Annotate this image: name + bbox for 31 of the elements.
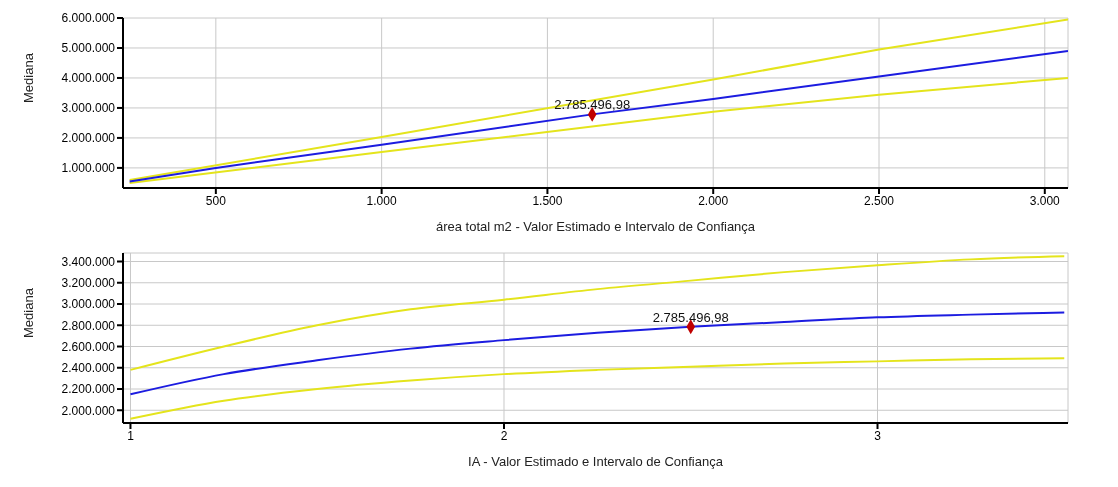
y-tick-label: 1.000.000 — [61, 161, 116, 176]
x-tick-label: 1.500 — [532, 193, 563, 208]
y-tick-label: 2.400.000 — [61, 361, 116, 376]
x-tick-label: 1.000 — [366, 193, 397, 208]
y-tick-label: 3.000.000 — [61, 101, 116, 116]
x-tick-label: 2.500 — [863, 193, 895, 208]
y-tick-label: 3.200.000 — [61, 276, 116, 291]
x-tick-label: 2 — [500, 428, 508, 443]
x-tick-label: 500 — [205, 193, 227, 208]
x-tick-label: 1 — [127, 428, 135, 443]
x-axis-title: área total m2 - Valor Estimado e Intervalo de Confiança — [435, 219, 756, 234]
y-tick-label: 6.000.000 — [61, 11, 116, 26]
y-axis-title: Mediana — [20, 287, 36, 338]
x-tick-label: 3 — [874, 428, 882, 443]
y-tick-label: 2.200.000 — [61, 382, 116, 397]
y-tick-label: 2.000.000 — [61, 131, 116, 146]
y-tick-label: 2.800.000 — [61, 318, 116, 333]
x-axis-title: IA - Valor Estimado e Intervalo de Confiança — [468, 454, 724, 469]
x-tick-label: 2.000 — [698, 193, 729, 208]
y-tick-label: 2.000.000 — [61, 403, 116, 418]
line-series — [129, 255, 1066, 371]
y-tick-label: 3.400.000 — [61, 254, 116, 269]
y-tick-label: 5.000.000 — [61, 41, 116, 56]
y-tick-label: 4.000.000 — [61, 71, 116, 86]
line-series — [129, 357, 1066, 420]
y-axis-title: Mediana — [20, 52, 36, 103]
line-series — [129, 311, 1066, 396]
y-tick-label: 2.600.000 — [61, 339, 116, 354]
y-tick-label: 3.000.000 — [61, 297, 116, 312]
x-tick-label: 3.000 — [1029, 193, 1061, 208]
annotation: 2.785.496,98 — [652, 309, 729, 325]
